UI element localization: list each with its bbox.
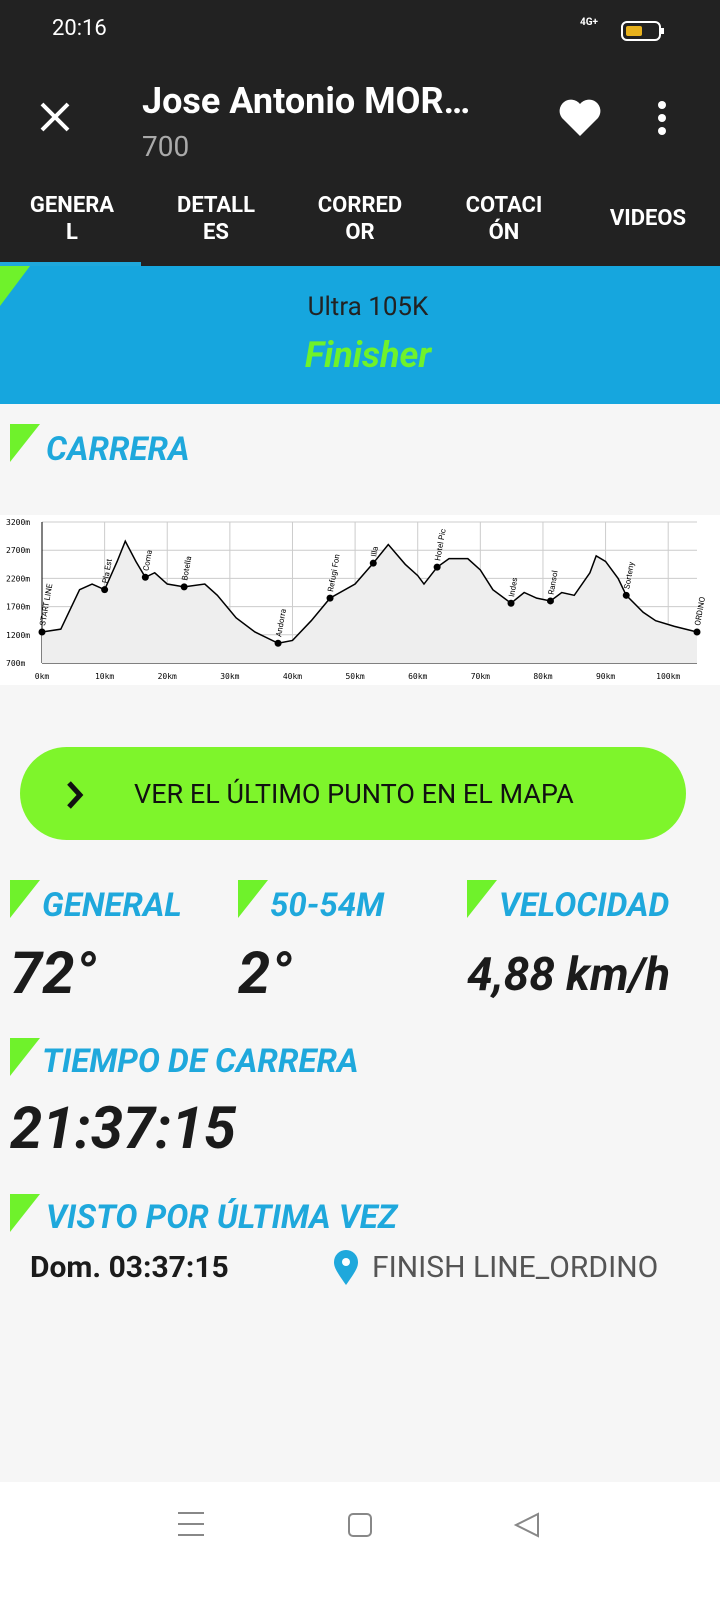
x-tick-label: 0km: [35, 672, 50, 681]
network: 4G+: [580, 17, 599, 28]
tab[interactable]: VIDEOS: [576, 205, 720, 232]
y-tick-label: 1200m: [6, 631, 30, 640]
waypoint-label: Refugi Fon: [326, 553, 341, 592]
race-time: 21:37:15: [10, 1095, 236, 1163]
bib: 700: [142, 130, 190, 163]
waypoint-label: Coma: [141, 549, 154, 571]
y-tick-label: 2200m: [6, 574, 30, 583]
profile-line: [41, 539, 698, 645]
tab-label: OR: [345, 220, 375, 245]
waypoint: [274, 639, 282, 647]
stat-label: GENERAL: [42, 886, 182, 925]
race-name: Ultra 105K: [307, 292, 429, 322]
waypoint-label: Andorra: [274, 608, 288, 637]
stat-label: VELOCIDAD: [499, 886, 670, 925]
battery: [621, 21, 664, 41]
waypoint-label: Pla Est: [101, 558, 114, 584]
tab[interactable]: CORRED OR: [288, 192, 432, 246]
banner: [0, 266, 720, 404]
tab-label: ÓN: [488, 220, 520, 245]
x-tick-label: 30km: [220, 672, 239, 681]
section-flag: [10, 424, 40, 462]
profile-area: [42, 541, 697, 663]
waypoint: [507, 599, 515, 607]
finisher: Finisher: [304, 334, 432, 376]
stat-value: 2°: [238, 940, 293, 1008]
tab-label: L: [66, 220, 78, 245]
waypoint: [433, 563, 441, 571]
x-tick-label: 60km: [408, 672, 427, 681]
section-flag: [10, 1038, 40, 1076]
stat-label: 50-54M: [270, 886, 385, 925]
section-heading: TIEMPO DE CARRERA: [42, 1042, 359, 1081]
x-tick-label: 10km: [95, 672, 114, 681]
map-button-label: VER EL ÚLTIMO PUNTO EN EL MAPA: [134, 778, 574, 810]
close-button[interactable]: [38, 100, 72, 134]
x-tick-label: 40km: [283, 672, 302, 681]
tab-label: VIDEOS: [609, 206, 687, 231]
section-flag: [238, 880, 268, 918]
waypoint-label: Sorteny: [622, 561, 636, 590]
runner-name: Jose Antonio MOR…: [142, 80, 471, 122]
waypoint-label: START LINE: [38, 583, 54, 627]
x-tick-label: 50km: [345, 672, 364, 681]
last-seen-location: FINISH LINE_ORDINO: [372, 1250, 659, 1285]
clock: 20:16: [52, 16, 107, 41]
chevron: [67, 781, 84, 809]
tab-label: CORRED: [317, 193, 403, 218]
tab-label: DETALL: [177, 193, 255, 218]
x-tick-label: 90km: [596, 672, 615, 681]
x-tick-label: 20km: [158, 672, 177, 681]
waypoint-label: Illa: [369, 546, 380, 558]
stat-value: 72°: [10, 940, 97, 1008]
tab[interactable]: DETALL ES: [144, 192, 288, 246]
section-flag: [10, 880, 40, 918]
y-tick-label: 2700m: [6, 546, 30, 555]
y-tick-label: 700m: [6, 659, 25, 668]
waypoint: [101, 586, 109, 594]
section-flag: [10, 1194, 40, 1232]
section-heading: CARRERA: [46, 430, 190, 469]
waypoint: [180, 583, 188, 591]
tab[interactable]: GENERA L: [0, 192, 144, 246]
x-tick-label: 80km: [533, 672, 552, 681]
nav-buttons[interactable]: [176, 1510, 556, 1540]
tab-label: COTACI: [465, 193, 543, 218]
waypoint: [546, 597, 554, 605]
nav-bar: [0, 1482, 720, 1600]
stat-value: 4,88 km/h: [467, 948, 671, 1002]
tab-label: ES: [203, 220, 229, 245]
map-button[interactable]: [20, 747, 686, 840]
waypoint-label: ORDINO: [693, 596, 707, 627]
banner-flag: [0, 266, 30, 306]
waypoint: [693, 628, 701, 636]
y-tick-label: 1700m: [6, 603, 30, 612]
menu-button[interactable]: [654, 100, 670, 136]
waypoint: [326, 594, 334, 602]
waypoint: [369, 559, 377, 567]
last-seen-time: Dom. 03:37:15: [30, 1250, 229, 1285]
waypoint: [141, 573, 149, 581]
waypoint-label: Ransol: [547, 570, 560, 596]
tab[interactable]: COTACI ÓN: [432, 192, 576, 246]
section-heading: VISTO POR ÚLTIMA VEZ: [46, 1198, 398, 1237]
tab-label: GENERA: [29, 193, 115, 218]
app-bar: [0, 0, 720, 266]
waypoint: [622, 591, 630, 599]
waypoint-label: Hotel Pic: [433, 528, 447, 561]
section-flag: [467, 880, 497, 918]
waypoint: [38, 628, 46, 636]
waypoint-label: Botella: [180, 555, 193, 581]
tab-indicator: [0, 262, 141, 266]
waypoint-label: Indes: [507, 577, 519, 598]
y-tick-label: 3200m: [6, 518, 30, 527]
x-tick-label: 100km: [656, 672, 680, 681]
favorite-button[interactable]: [558, 98, 602, 138]
x-tick-label: 70km: [471, 672, 490, 681]
elevation-profile: 3200m 2700m 2200m 1700m 1200m 700m 0km 10km 20km…: [0, 515, 720, 685]
pin-icon: [334, 1250, 358, 1285]
